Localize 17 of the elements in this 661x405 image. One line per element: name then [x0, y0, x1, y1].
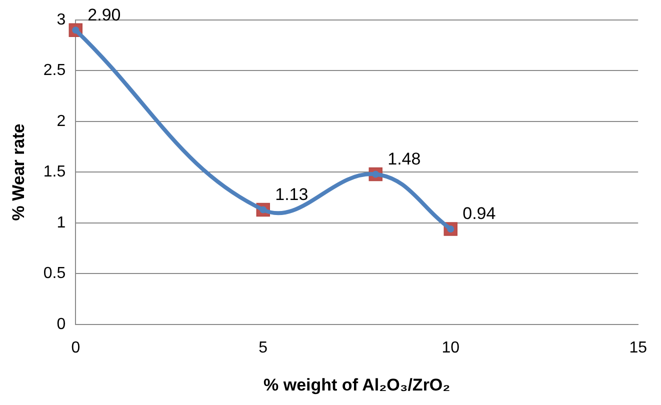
data-label: 2.90 — [88, 5, 121, 24]
data-label: 1.48 — [388, 149, 421, 168]
data-label: 1.13 — [275, 184, 308, 204]
x-tick-label: 0 — [71, 339, 80, 356]
y-tick-label: 2 — [56, 112, 66, 130]
y-tick-label: 0 — [56, 316, 66, 333]
y-axis-title: % Wear rate — [8, 124, 28, 221]
y-tick-label: 2.5 — [43, 62, 66, 80]
x-tick-label: 10 — [442, 339, 460, 356]
y-tick-label: 1.5 — [43, 164, 66, 181]
y-tick-label: 3 — [56, 11, 66, 28]
x-tick-label: 5 — [258, 339, 268, 356]
y-tick-label: 0.5 — [43, 265, 66, 282]
x-axis-title: % weight of Al₂O₃/ZrO₂ — [264, 375, 450, 394]
y-tick-label: 1 — [56, 214, 66, 232]
data-label: 0.94 — [462, 204, 496, 224]
x-tick-label: 15 — [629, 339, 648, 356]
